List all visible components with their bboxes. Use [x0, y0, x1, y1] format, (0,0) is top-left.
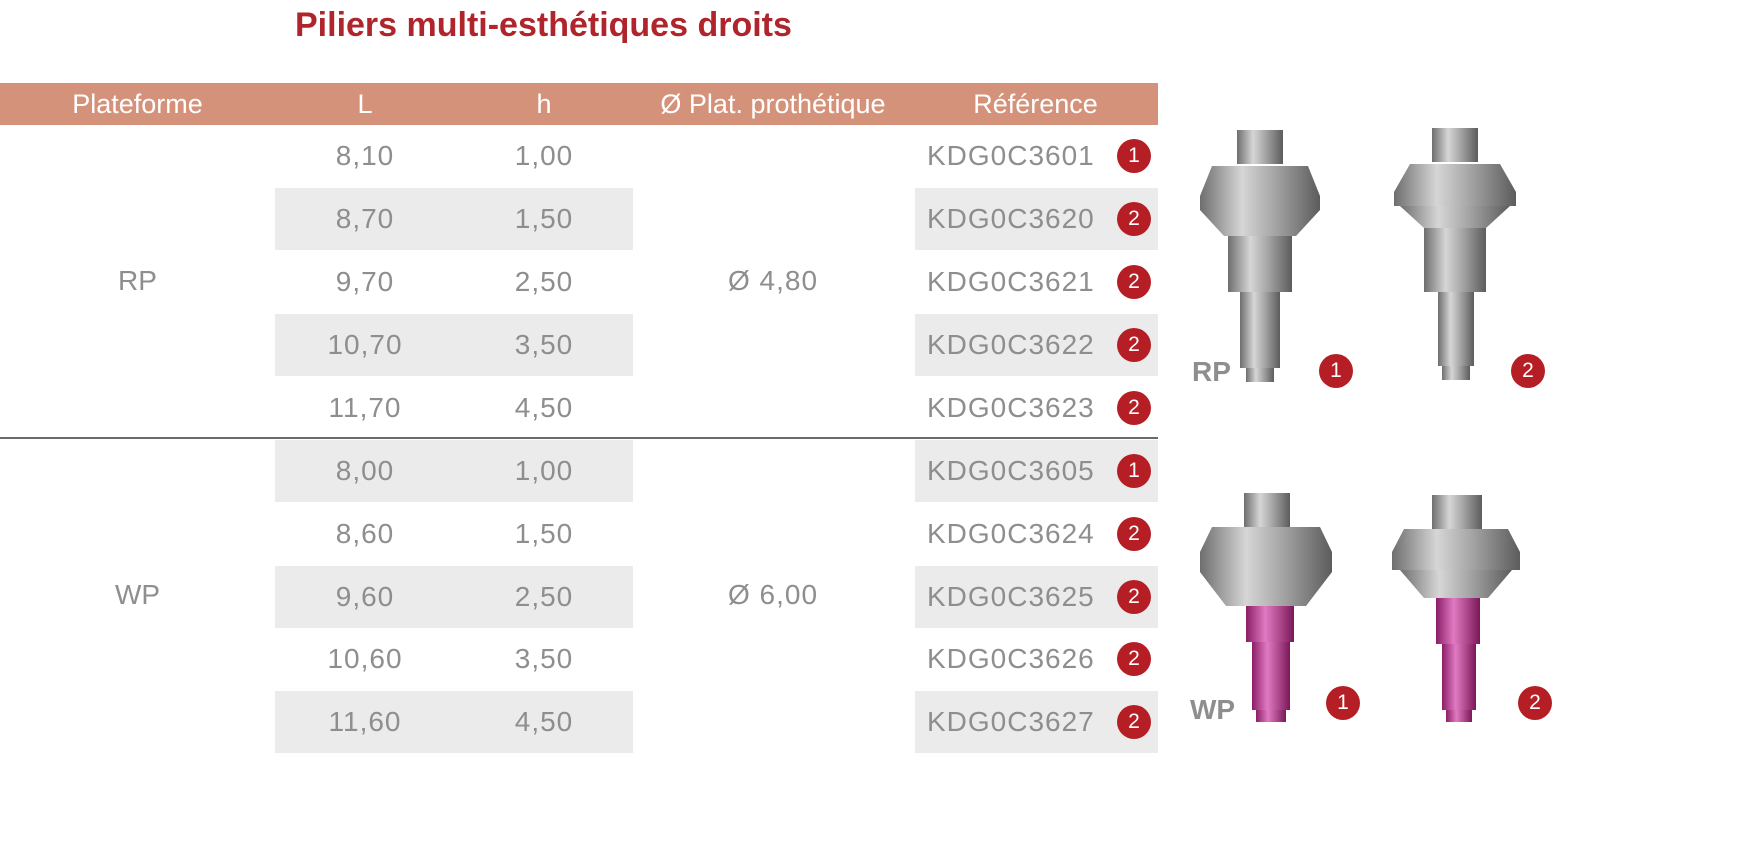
cell-h: 1,00 [514, 140, 574, 171]
cell-reference: KDG0C3605 [927, 455, 1095, 486]
cell-h: 2,50 [514, 266, 574, 297]
row-stripe [275, 566, 633, 628]
header-h: h [536, 89, 552, 119]
abutment-wp-1-icon [1200, 493, 1332, 722]
diameter-wp: Ø 6,00 [727, 579, 819, 610]
row-stripe [275, 440, 633, 502]
badge: 2 [1117, 517, 1151, 551]
cell-l: 8,70 [335, 203, 395, 234]
abutment-rp-1-icon [1200, 130, 1320, 382]
cell-h: 2,50 [514, 581, 574, 612]
cell-l: 8,60 [335, 518, 395, 549]
image-badge: 1 [1326, 686, 1360, 720]
row-stripe [275, 188, 633, 250]
cell-reference: KDG0C3624 [927, 518, 1095, 549]
cell-h: 1,00 [514, 455, 574, 486]
cell-l: 11,60 [328, 706, 402, 737]
cell-h: 3,50 [514, 329, 574, 360]
badge: 2 [1117, 705, 1151, 739]
platform-wp: WP [114, 579, 161, 610]
cell-l: 9,60 [335, 581, 395, 612]
badge: 2 [1117, 202, 1151, 236]
cell-l: 8,10 [335, 140, 395, 171]
cell-l: 11,70 [328, 392, 402, 423]
badge: 2 [1117, 642, 1151, 676]
row-stripe [275, 314, 633, 376]
header-plat: Ø Plat. prothétique [660, 89, 886, 119]
cell-reference: KDG0C3626 [927, 643, 1095, 674]
image-badge: 2 [1511, 354, 1545, 388]
cell-h: 1,50 [514, 518, 574, 549]
image-label-rp: RP [1192, 356, 1231, 387]
header-l: L [357, 89, 373, 119]
badge: 2 [1117, 328, 1151, 362]
page-title: Piliers multi-esthétiques droits [295, 6, 792, 44]
header-reference: Référence [973, 89, 1098, 119]
badge: 2 [1117, 265, 1151, 299]
cell-reference: KDG0C3623 [927, 392, 1095, 423]
cell-h: 1,50 [514, 203, 574, 234]
image-label-wp: WP [1190, 694, 1236, 725]
group-divider [0, 437, 1158, 439]
abutment-rp-2-icon [1394, 128, 1516, 380]
cell-h: 4,50 [514, 392, 574, 423]
image-badge: 2 [1518, 686, 1552, 720]
table-header: Plateforme L h Ø Plat. prothétique Référ… [0, 83, 1158, 125]
cell-reference: KDG0C3625 [927, 581, 1095, 612]
cell-h: 4,50 [514, 706, 574, 737]
cell-reference: KDG0C3622 [927, 329, 1095, 360]
diameter-rp: Ø 4,80 [727, 265, 819, 296]
row-stripe [275, 691, 633, 753]
cell-h: 3,50 [514, 643, 574, 674]
header-plateforme: Plateforme [72, 89, 203, 119]
badge: 2 [1117, 391, 1151, 425]
badge: 2 [1117, 580, 1151, 614]
cell-reference: KDG0C3627 [927, 706, 1095, 737]
cell-reference: KDG0C3621 [927, 266, 1095, 297]
badge: 1 [1117, 139, 1151, 173]
image-badge: 1 [1319, 354, 1353, 388]
badge: 1 [1117, 454, 1151, 488]
abutment-wp-2-icon [1392, 495, 1520, 722]
cell-reference: KDG0C3601 [927, 140, 1095, 171]
cell-l: 9,70 [335, 266, 395, 297]
cell-reference: KDG0C3620 [927, 203, 1095, 234]
cell-l: 8,00 [335, 455, 395, 486]
platform-rp: RP [118, 265, 157, 296]
cell-l: 10,70 [327, 329, 403, 360]
cell-l: 10,60 [327, 643, 403, 674]
